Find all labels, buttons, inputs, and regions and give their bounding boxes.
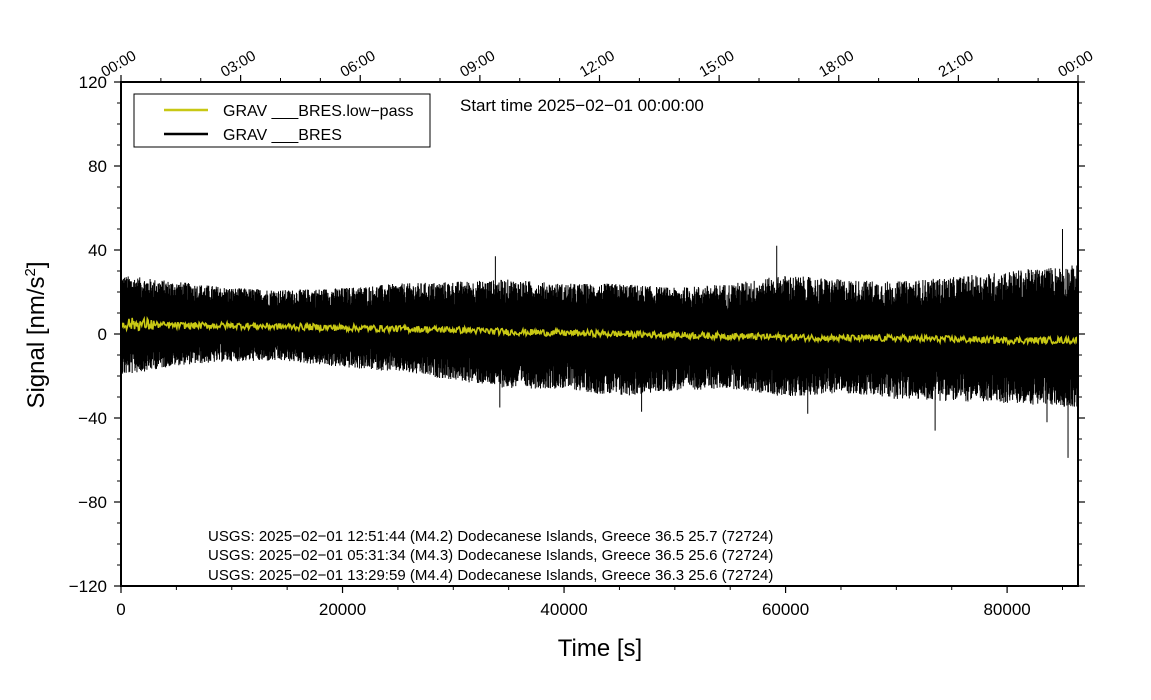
y-axis-title-suffix: ] — [23, 261, 50, 268]
legend-label-low-pass: GRAV ___BRES.low−pass — [223, 103, 413, 120]
top-time-axis: 00:00 03:00 06:00 09:00 12:00 15:00 18:00 21:00… — [98, 47, 1096, 82]
y-axis: 120 80 40 0 −40 −80 −120 — [69, 73, 1085, 596]
y-tick-label: −40 — [78, 409, 107, 428]
x-tick-label: 80000 — [983, 600, 1030, 619]
y-tick-label: 40 — [88, 241, 107, 260]
top-tick-label: 18:00 — [816, 47, 857, 80]
legend-box — [133, 93, 431, 148]
top-tick-label: 09:00 — [457, 47, 498, 80]
event-annotation-2: USGS: 2025−02−01 05:31:34 (M4.3) Dodecan… — [208, 547, 773, 564]
top-tick-label: 03:00 — [218, 47, 259, 80]
top-tick-label: 15:00 — [696, 47, 737, 80]
y-tick-label: 120 — [79, 73, 107, 92]
start-time-label: Start time 2025−02−01 00:00:00 — [460, 96, 704, 115]
top-tick-label: 12:00 — [577, 47, 618, 80]
top-tick-label: 06:00 — [337, 47, 378, 80]
top-tick-label: 00:00 — [1055, 47, 1096, 80]
y-tick-label: 80 — [88, 157, 107, 176]
y-tick-label: 0 — [98, 325, 107, 344]
x-tick-label: 0 — [116, 600, 125, 619]
x-tick-label: 20000 — [319, 600, 366, 619]
event-annotation-1: USGS: 2025−02−01 12:51:44 (M4.2) Dodecan… — [208, 528, 773, 545]
series-line-grav-bres-low-pass — [120, 315, 1079, 346]
y-tick-label: −120 — [69, 577, 107, 596]
event-annotation-3: USGS: 2025−02−01 13:29:59 (M4.4) Dodecan… — [208, 567, 773, 584]
legend-label-raw: GRAV ___BRES — [223, 127, 342, 144]
top-tick-label: 21:00 — [936, 47, 977, 80]
legend: GRAV ___BRES.low−pass GRAV ___BRES — [133, 93, 431, 148]
y-axis-title: Signal [nm/s2] — [22, 261, 50, 408]
plot-area — [120, 82, 1079, 586]
x-axis: 0 20000 40000 60000 80000 — [116, 586, 1063, 619]
y-axis-title-superscript: 2 — [22, 268, 39, 276]
x-axis-title: Time [s] — [558, 635, 642, 662]
x-tick-label: 40000 — [540, 600, 587, 619]
y-axis-title-main: Signal [nm/s — [23, 276, 50, 408]
x-tick-label: 60000 — [762, 600, 809, 619]
y-tick-label: −80 — [78, 493, 107, 512]
